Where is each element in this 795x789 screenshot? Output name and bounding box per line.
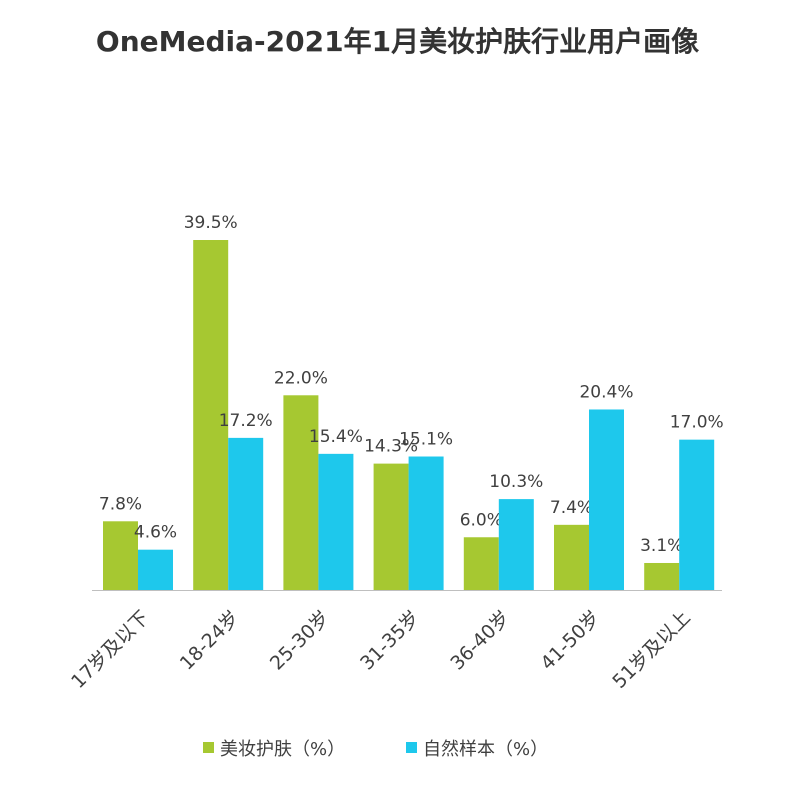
bar-beauty-6 bbox=[644, 562, 680, 591]
data-label-sample-1: 17.2% bbox=[219, 411, 273, 431]
bar-sample-0 bbox=[138, 549, 173, 591]
data-label-beauty-5: 7.4% bbox=[550, 498, 593, 518]
bar-sample-3 bbox=[408, 456, 444, 591]
data-label-sample-0: 4.6% bbox=[134, 523, 177, 543]
x-tick-label-0: 17岁及以下 bbox=[67, 606, 153, 692]
data-label-sample-4: 10.3% bbox=[489, 472, 543, 492]
data-label-beauty-0: 7.8% bbox=[99, 494, 142, 514]
legend-swatch-beauty bbox=[203, 742, 214, 753]
data-label-sample-2: 15.4% bbox=[309, 427, 363, 447]
chart-title: OneMedia-2021年1月美妆护肤行业用户画像 bbox=[95, 25, 700, 58]
x-tick-label-4: 36-40岁 bbox=[446, 606, 514, 674]
x-tick-label-2: 25-30岁 bbox=[266, 606, 334, 674]
data-label-beauty-3: 14.3% bbox=[364, 437, 418, 457]
legend-swatch-sample bbox=[406, 742, 417, 753]
legend-label-beauty: 美妆护肤（%） bbox=[220, 739, 345, 760]
bar-beauty-3 bbox=[373, 463, 409, 591]
data-label-sample-3: 15.1% bbox=[399, 430, 453, 450]
data-label-beauty-4: 6.0% bbox=[460, 510, 503, 530]
data-label-beauty-1: 39.5% bbox=[184, 213, 238, 233]
x-tick-label-6: 51岁及以上 bbox=[608, 606, 694, 692]
data-label-sample-5: 20.4% bbox=[579, 382, 633, 402]
bar-beauty-5 bbox=[554, 524, 589, 591]
bar-beauty-2 bbox=[283, 395, 319, 591]
legend-label-sample: 自然样本（%） bbox=[423, 739, 548, 760]
bar-beauty-0 bbox=[103, 521, 138, 591]
x-tick-label-1: 18-24岁 bbox=[176, 606, 244, 674]
bar-sample-6 bbox=[679, 439, 715, 591]
bar-sample-1 bbox=[228, 437, 264, 591]
data-label-sample-6: 17.0% bbox=[670, 413, 724, 433]
data-label-beauty-2: 22.0% bbox=[274, 368, 328, 388]
bar-beauty-4 bbox=[463, 537, 499, 591]
x-tick-label-3: 31-35岁 bbox=[356, 606, 424, 674]
x-tick-label-5: 41-50岁 bbox=[536, 606, 604, 674]
bar-sample-5 bbox=[589, 409, 624, 591]
bar-sample-4 bbox=[498, 499, 534, 591]
bar-sample-2 bbox=[318, 453, 354, 591]
bar-beauty-1 bbox=[193, 240, 229, 591]
data-label-beauty-6: 3.1% bbox=[640, 536, 683, 556]
